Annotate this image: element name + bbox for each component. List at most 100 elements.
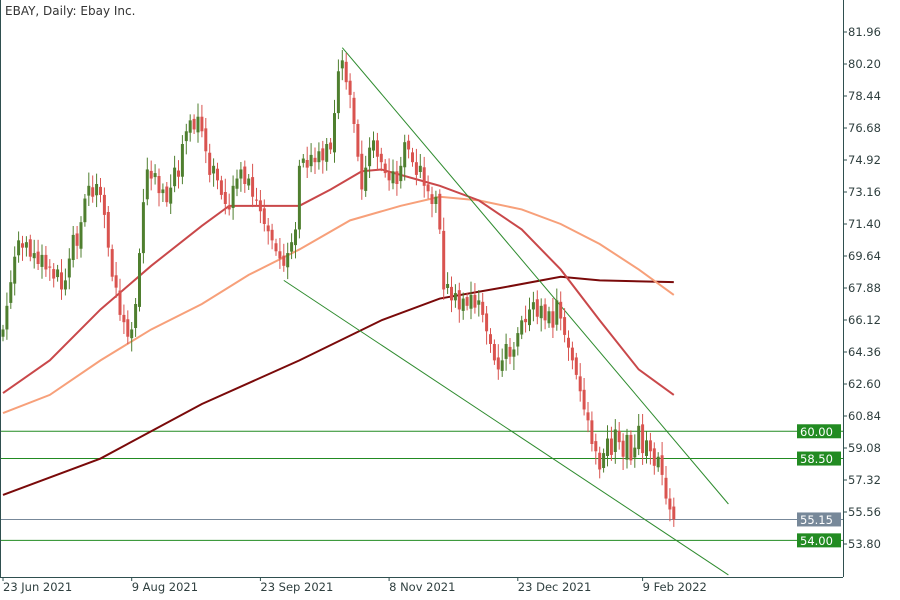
candle-body: [145, 169, 149, 200]
y-tick-label: 57.32: [848, 473, 881, 487]
candle-body: [633, 447, 637, 458]
candle-body: [535, 299, 539, 317]
candle-body: [500, 360, 504, 371]
candle-body: [524, 318, 528, 323]
plot-area: [0, 47, 843, 576]
candle-body: [122, 314, 126, 323]
candle-body: [216, 168, 219, 181]
price-level-badge: [797, 451, 841, 466]
candle-body: [606, 438, 609, 456]
candle-body: [668, 498, 672, 510]
y-tick-label: 76.68: [848, 121, 881, 135]
candle-body: [173, 167, 177, 187]
candle-body: [563, 317, 567, 335]
candle-body: [200, 116, 204, 132]
candle-body: [169, 187, 173, 204]
candle-body: [247, 178, 251, 186]
candle-body: [9, 282, 13, 303]
y-tick-label: 64.36: [848, 345, 881, 359]
candle-body: [391, 171, 395, 184]
candle-body: [177, 170, 180, 177]
candle-body: [63, 280, 67, 290]
candle-body: [621, 440, 625, 457]
candle-body: [543, 304, 547, 321]
candle-body: [582, 389, 586, 410]
y-tick-label: 73.16: [848, 185, 881, 199]
candle-body: [473, 294, 477, 308]
candle-body: [492, 344, 496, 361]
candle-body: [641, 424, 645, 454]
candle-body: [297, 165, 301, 230]
x-tick-label: 23 Jun 2021: [3, 580, 72, 594]
candle-body: [477, 300, 481, 305]
candle-body: [138, 253, 141, 307]
candle-body: [243, 166, 247, 184]
candle-body: [379, 153, 383, 163]
candle-body: [508, 346, 512, 357]
candle-body: [336, 71, 340, 114]
x-tick-label: 23 Dec 2021: [518, 580, 591, 594]
candle-body: [13, 256, 17, 284]
candle-body: [602, 453, 606, 468]
y-tick-label: 69.64: [848, 249, 881, 263]
candle-body: [118, 290, 122, 315]
candle-body: [301, 158, 305, 163]
candle-body: [21, 243, 24, 248]
y-tick-label: 71.40: [848, 217, 881, 231]
candle-body: [485, 313, 489, 332]
candle-body: [141, 202, 145, 254]
candle-body: [36, 251, 40, 264]
price-level-badge: [797, 533, 841, 548]
candle-body: [317, 151, 321, 163]
candle-body: [613, 429, 617, 452]
y-tick-label: 66.12: [848, 313, 881, 327]
candle-body: [258, 200, 262, 212]
candle-body: [274, 243, 278, 252]
x-tick-label: 9 Aug 2021: [132, 580, 198, 594]
candle-body: [567, 337, 570, 348]
candle-body: [28, 239, 32, 257]
candle-body: [56, 269, 60, 278]
candle-body: [180, 144, 184, 177]
candle-body: [227, 205, 231, 210]
candle-body: [559, 301, 563, 319]
candle-body: [333, 113, 336, 153]
candle-body: [1, 329, 5, 337]
candle-body: [414, 162, 418, 175]
candle-body: [157, 176, 161, 194]
candle-body: [360, 153, 364, 190]
candle-body: [531, 302, 535, 310]
candle-body: [430, 194, 434, 204]
candle-body: [95, 184, 99, 196]
price-level-label: 55.15: [800, 513, 833, 527]
candle-body: [290, 242, 294, 252]
candle-body: [528, 309, 531, 326]
candle-body: [184, 131, 188, 142]
candle-body: [551, 311, 555, 328]
candle-body: [67, 258, 71, 278]
candle-body: [489, 334, 492, 344]
moving-average-line: [2, 195, 675, 415]
candle-body: [598, 452, 602, 470]
x-tick-label: 23 Sep 2021: [260, 580, 333, 594]
candle-body: [5, 305, 9, 330]
candle-body: [504, 344, 508, 359]
candle-body: [356, 124, 360, 157]
candle-body: [383, 163, 387, 174]
candle-body: [664, 477, 668, 499]
candle-body: [411, 152, 414, 163]
candle-body: [395, 171, 399, 184]
trendline: [283, 279, 729, 576]
candle-body: [520, 320, 524, 335]
candle-body: [161, 189, 165, 194]
candle-body: [48, 266, 52, 268]
candle-body: [91, 187, 95, 197]
candle-body: [134, 304, 138, 328]
x-tick-label: 8 Nov 2021: [389, 580, 455, 594]
candle-body: [114, 275, 118, 288]
candle-body: [656, 456, 660, 468]
candle-body: [102, 194, 106, 215]
x-tick-label: 9 Feb 2022: [643, 580, 707, 594]
candle-body: [348, 80, 352, 95]
